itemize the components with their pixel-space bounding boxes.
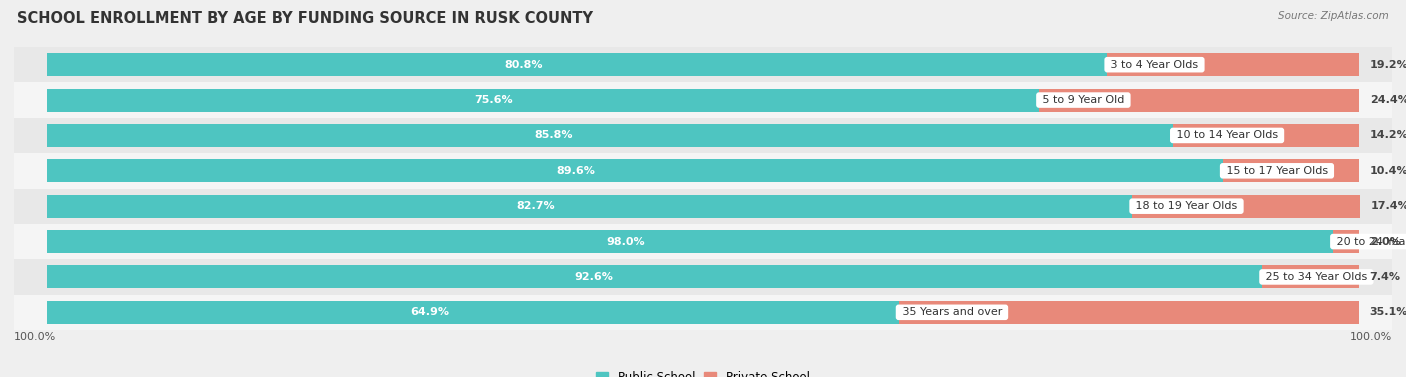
Text: 75.6%: 75.6% bbox=[474, 95, 513, 105]
Bar bbox=[1333, 230, 1360, 253]
Bar bbox=[46, 230, 1333, 253]
Text: 100.0%: 100.0% bbox=[1350, 332, 1392, 342]
Bar bbox=[46, 89, 1039, 112]
Bar bbox=[46, 53, 1107, 76]
Text: 92.6%: 92.6% bbox=[574, 272, 613, 282]
Text: SCHOOL ENROLLMENT BY AGE BY FUNDING SOURCE IN RUSK COUNTY: SCHOOL ENROLLMENT BY AGE BY FUNDING SOUR… bbox=[17, 11, 593, 26]
Bar bbox=[46, 195, 1132, 218]
Text: 35.1%: 35.1% bbox=[1369, 307, 1406, 317]
Text: 2.0%: 2.0% bbox=[1369, 236, 1400, 247]
Text: 89.6%: 89.6% bbox=[557, 166, 595, 176]
Bar bbox=[46, 301, 898, 324]
Text: 10 to 14 Year Olds: 10 to 14 Year Olds bbox=[1173, 130, 1281, 141]
Bar bbox=[1223, 159, 1360, 182]
Text: 10.4%: 10.4% bbox=[1369, 166, 1406, 176]
Bar bbox=[14, 224, 1392, 259]
Bar bbox=[14, 188, 1392, 224]
Bar bbox=[1173, 124, 1360, 147]
Bar bbox=[14, 83, 1392, 118]
Text: 17.4%: 17.4% bbox=[1371, 201, 1406, 211]
Bar bbox=[46, 265, 1263, 288]
Text: 25 to 34 Year Olds: 25 to 34 Year Olds bbox=[1263, 272, 1371, 282]
Text: 7.4%: 7.4% bbox=[1369, 272, 1400, 282]
Text: 64.9%: 64.9% bbox=[411, 307, 450, 317]
Text: 35 Years and over: 35 Years and over bbox=[898, 307, 1005, 317]
Text: 24.4%: 24.4% bbox=[1369, 95, 1406, 105]
Text: Source: ZipAtlas.com: Source: ZipAtlas.com bbox=[1278, 11, 1389, 21]
Text: 80.8%: 80.8% bbox=[505, 60, 543, 70]
Text: 14.2%: 14.2% bbox=[1369, 130, 1406, 141]
Bar bbox=[898, 301, 1360, 324]
Text: 18 to 19 Year Olds: 18 to 19 Year Olds bbox=[1132, 201, 1241, 211]
Bar bbox=[46, 159, 1223, 182]
Text: 82.7%: 82.7% bbox=[516, 201, 554, 211]
Bar bbox=[1107, 53, 1360, 76]
Bar bbox=[14, 118, 1392, 153]
Bar bbox=[14, 153, 1392, 188]
Bar bbox=[1039, 89, 1360, 112]
Text: 19.2%: 19.2% bbox=[1369, 60, 1406, 70]
Text: 3 to 4 Year Olds: 3 to 4 Year Olds bbox=[1107, 60, 1202, 70]
Bar bbox=[14, 259, 1392, 294]
Bar bbox=[14, 47, 1392, 83]
Bar bbox=[46, 124, 1173, 147]
Bar bbox=[14, 294, 1392, 330]
Text: 5 to 9 Year Old: 5 to 9 Year Old bbox=[1039, 95, 1128, 105]
Legend: Public School, Private School: Public School, Private School bbox=[592, 366, 814, 377]
Text: 85.8%: 85.8% bbox=[534, 130, 572, 141]
Text: 20 to 24 Year Olds: 20 to 24 Year Olds bbox=[1333, 236, 1406, 247]
Bar bbox=[1263, 265, 1360, 288]
Text: 100.0%: 100.0% bbox=[14, 332, 56, 342]
Bar bbox=[1132, 195, 1361, 218]
Text: 98.0%: 98.0% bbox=[606, 236, 645, 247]
Text: 15 to 17 Year Olds: 15 to 17 Year Olds bbox=[1223, 166, 1331, 176]
